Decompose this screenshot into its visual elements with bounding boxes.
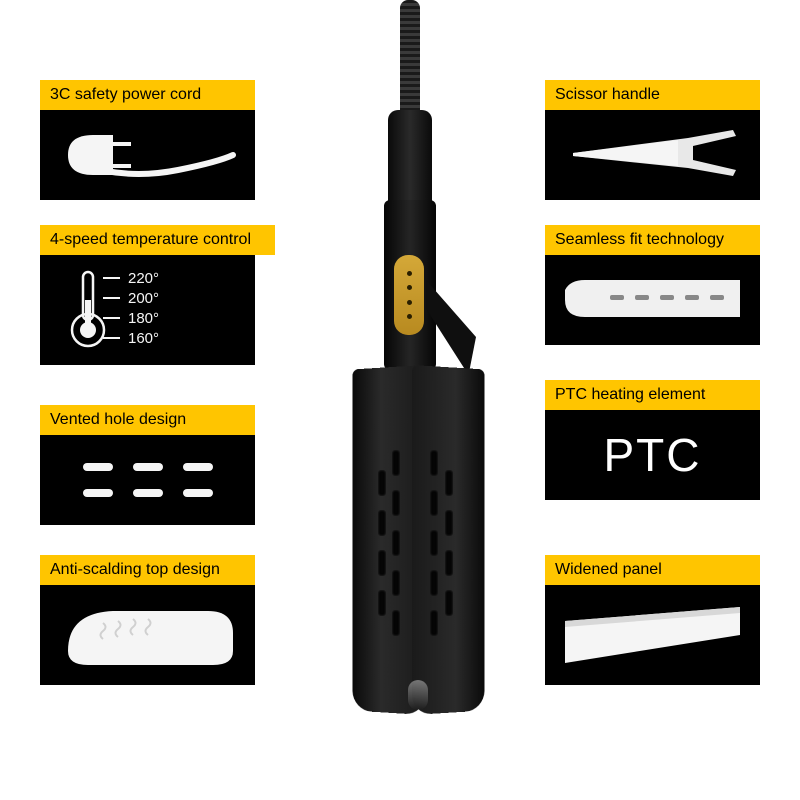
temp-dot <box>407 285 412 290</box>
box-seamless <box>545 255 760 345</box>
product-plate-right <box>412 365 484 715</box>
plate-vent <box>378 590 386 616</box>
box-power-cord <box>40 110 255 200</box>
plate-vent <box>445 510 453 536</box>
box-widened <box>545 585 760 685</box>
scissor-icon <box>558 118 748 193</box>
label-power-cord: 3C safety power cord <box>40 80 255 110</box>
ptc-icon: PTC <box>604 428 702 482</box>
vents-icon <box>58 445 238 515</box>
box-vented <box>40 435 255 525</box>
temp-dot <box>407 300 412 305</box>
plate-vent <box>430 610 438 636</box>
plate-vent <box>392 570 400 596</box>
plate-vent <box>430 450 438 476</box>
plate-vent <box>392 610 400 636</box>
plate-vent <box>430 570 438 596</box>
box-scalding <box>40 585 255 685</box>
label-scalding: Anti-scalding top design <box>40 555 255 585</box>
product-cord <box>400 0 420 120</box>
label-scissor: Scissor handle <box>545 80 760 110</box>
scalding-top-icon <box>53 593 243 678</box>
temp-220: 220° <box>128 270 159 287</box>
product-temp-panel <box>394 255 424 335</box>
plate-vent <box>392 450 400 476</box>
box-ptc: PTC <box>545 410 760 500</box>
temp-dot <box>407 314 412 319</box>
product-image <box>330 0 530 720</box>
temp-180: 180° <box>128 310 159 327</box>
label-widened: Widened panel <box>545 555 760 585</box>
label-ptc: PTC heating element <box>545 380 760 410</box>
label-temp-control: 4-speed temperature control <box>40 225 275 255</box>
plate-vent <box>445 470 453 496</box>
widened-icon <box>555 593 750 678</box>
plate-vent <box>392 530 400 556</box>
plate-vent <box>430 530 438 556</box>
plate-vent <box>378 470 386 496</box>
plate-vent <box>445 550 453 576</box>
temp-160: 160° <box>128 330 159 347</box>
product-shine <box>408 680 428 710</box>
box-temp-control: 220° 200° 180° 160° <box>40 255 255 365</box>
power-cord-icon <box>58 120 238 190</box>
thermometer-icon: 220° 200° 180° 160° <box>48 260 248 360</box>
box-scissor <box>545 110 760 200</box>
temp-dot <box>407 271 412 276</box>
seamless-icon <box>555 265 750 335</box>
label-vented: Vented hole design <box>40 405 255 435</box>
product-handle-top <box>388 110 432 210</box>
plate-vent <box>378 510 386 536</box>
plate-vent <box>430 490 438 516</box>
plate-vent <box>378 550 386 576</box>
plate-vent <box>392 490 400 516</box>
plate-vent <box>445 590 453 616</box>
temp-200: 200° <box>128 290 159 307</box>
label-seamless: Seamless fit technology <box>545 225 760 255</box>
